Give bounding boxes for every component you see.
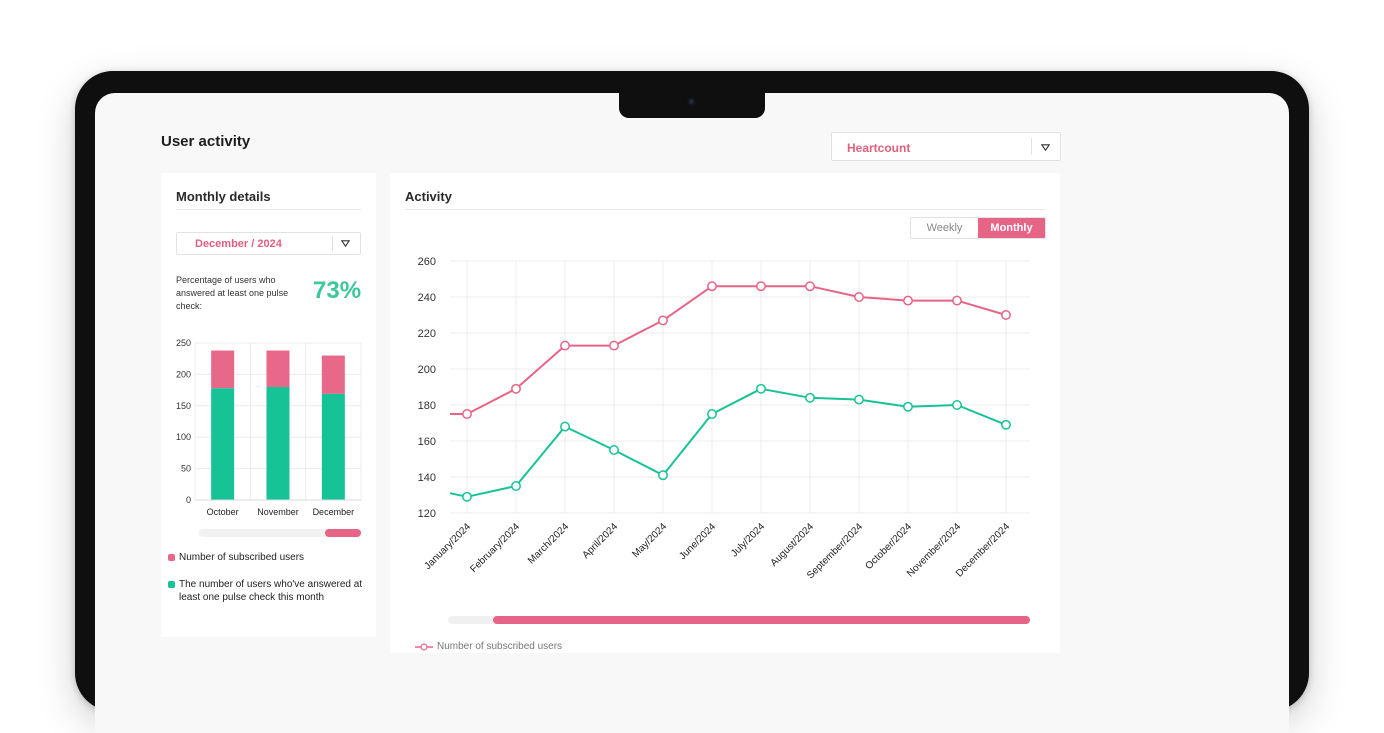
bar-subscribed [266, 350, 290, 387]
point-answered [609, 445, 619, 455]
monthly-details-card: Monthly details December / 2024 Percenta… [161, 173, 376, 637]
point-subscribed [854, 292, 864, 302]
y-tick-label: 120 [418, 508, 436, 520]
y-tick-label: 220 [418, 328, 436, 340]
point-subscribed [707, 281, 717, 292]
point-subscribed [1001, 310, 1011, 320]
legend-swatch-pink [168, 554, 175, 561]
point-answered [756, 383, 766, 394]
point-answered [805, 392, 815, 403]
point-answered [560, 421, 570, 432]
legend-label: Number of subscribed users [179, 552, 305, 563]
legend-line-marker-icon [415, 642, 433, 651]
monthly-details-title: Monthly details [176, 189, 271, 204]
x-tick-label: January/2024 [422, 521, 473, 572]
bar-subscribed [321, 355, 345, 394]
monthly-bar-chart: 0 50 100 150 200 250 October November December [176, 338, 362, 537]
point-answered [707, 409, 717, 419]
bar-scrollbar-thumb[interactable] [325, 529, 361, 537]
legend-swatch-green [168, 581, 175, 588]
y-tick-label: 260 [418, 256, 436, 268]
legend-item-answered: The number of users who've answered at l… [168, 578, 368, 604]
point-subscribed [952, 295, 962, 306]
point-subscribed [560, 340, 570, 351]
x-tick-label: June/2024 [677, 521, 718, 562]
activity-line-chart: 120 140 160 180 200 220 240 260 January/2024Febr… [418, 256, 1030, 581]
legend-item-subscribed: Number of subscribed users [168, 551, 368, 564]
point-answered [903, 401, 913, 412]
x-tick-label: October [207, 507, 239, 517]
screen: User activity Heartcount Monthly details… [95, 93, 1289, 733]
bar-subscribed [211, 350, 235, 389]
camera-icon [687, 97, 696, 106]
point-answered [952, 400, 962, 410]
month-select[interactable]: December / 2024 [176, 232, 361, 255]
point-subscribed [756, 281, 766, 292]
divider [176, 209, 361, 210]
point-answered [462, 491, 472, 502]
point-answered [854, 394, 864, 405]
point-answered [511, 481, 521, 491]
laptop-frame: User activity Heartcount Monthly details… [75, 71, 1309, 733]
x-tick-label: February/2024 [468, 521, 522, 575]
divider [405, 209, 1045, 210]
point-subscribed [462, 409, 472, 419]
camera-notch [619, 93, 765, 118]
period-toggle[interactable]: Weekly Monthly [910, 217, 1046, 239]
y-tick-label: 50 [181, 464, 191, 474]
y-tick-label: 180 [418, 400, 436, 412]
x-tick-label: April/2024 [581, 521, 621, 561]
y-tick-label: 100 [176, 432, 191, 442]
activity-scrollbar-thumb[interactable] [493, 616, 1030, 624]
y-tick-label: 200 [176, 369, 191, 379]
bar-scrollbar-track[interactable] [199, 529, 361, 537]
x-tick-label: October/2024 [863, 521, 914, 572]
point-subscribed [805, 281, 815, 292]
bar-answered [321, 393, 345, 500]
x-tick-label: May/2024 [630, 521, 669, 560]
point-answered [1001, 419, 1011, 430]
x-tick-label: March/2024 [526, 521, 571, 566]
series-line-subscribed [450, 285, 1007, 415]
month-select-value: December / 2024 [195, 238, 282, 250]
y-tick-label: 250 [176, 338, 191, 348]
point-subscribed [658, 315, 668, 326]
y-tick-label: 160 [418, 436, 436, 448]
select-divider [332, 236, 333, 251]
x-tick-label: July/2024 [729, 521, 767, 559]
y-tick-label: 200 [418, 364, 436, 376]
pct-value: 73% [313, 277, 362, 304]
y-tick-label: 240 [418, 292, 436, 304]
y-tick-label: 150 [176, 401, 191, 411]
company-select[interactable]: Heartcount [831, 132, 1061, 161]
x-tick-label: December/2024 [954, 521, 1012, 579]
bar-answered [266, 386, 290, 500]
activity-legend[interactable]: Number of subscribed users [415, 641, 562, 652]
activity-card: Activity Weekly Monthly 120 140 160 180 200 2… [390, 173, 1060, 653]
company-select-value: Heartcount [847, 141, 911, 155]
point-subscribed [511, 383, 521, 394]
toggle-monthly-button[interactable]: Monthly [978, 218, 1045, 238]
select-divider [1031, 138, 1032, 155]
page-title: User activity [161, 133, 251, 150]
pct-label: Percentage of users who answered at leas… [176, 275, 289, 311]
x-tick-label: November [257, 507, 299, 517]
x-tick-label: December [313, 507, 355, 517]
y-tick-label: 140 [418, 472, 436, 484]
x-tick-label: August/2024 [769, 521, 817, 569]
activity-title: Activity [405, 189, 452, 204]
bar-answered [211, 388, 235, 500]
toggle-weekly-button[interactable]: Weekly [911, 218, 978, 238]
activity-legend-label: Number of subscribed users [437, 641, 563, 652]
point-subscribed [609, 340, 619, 351]
point-subscribed [903, 295, 913, 306]
y-tick-label: 0 [186, 495, 191, 505]
legend-label: The number of users who've answered at l… [179, 579, 363, 603]
point-answered [658, 470, 668, 481]
